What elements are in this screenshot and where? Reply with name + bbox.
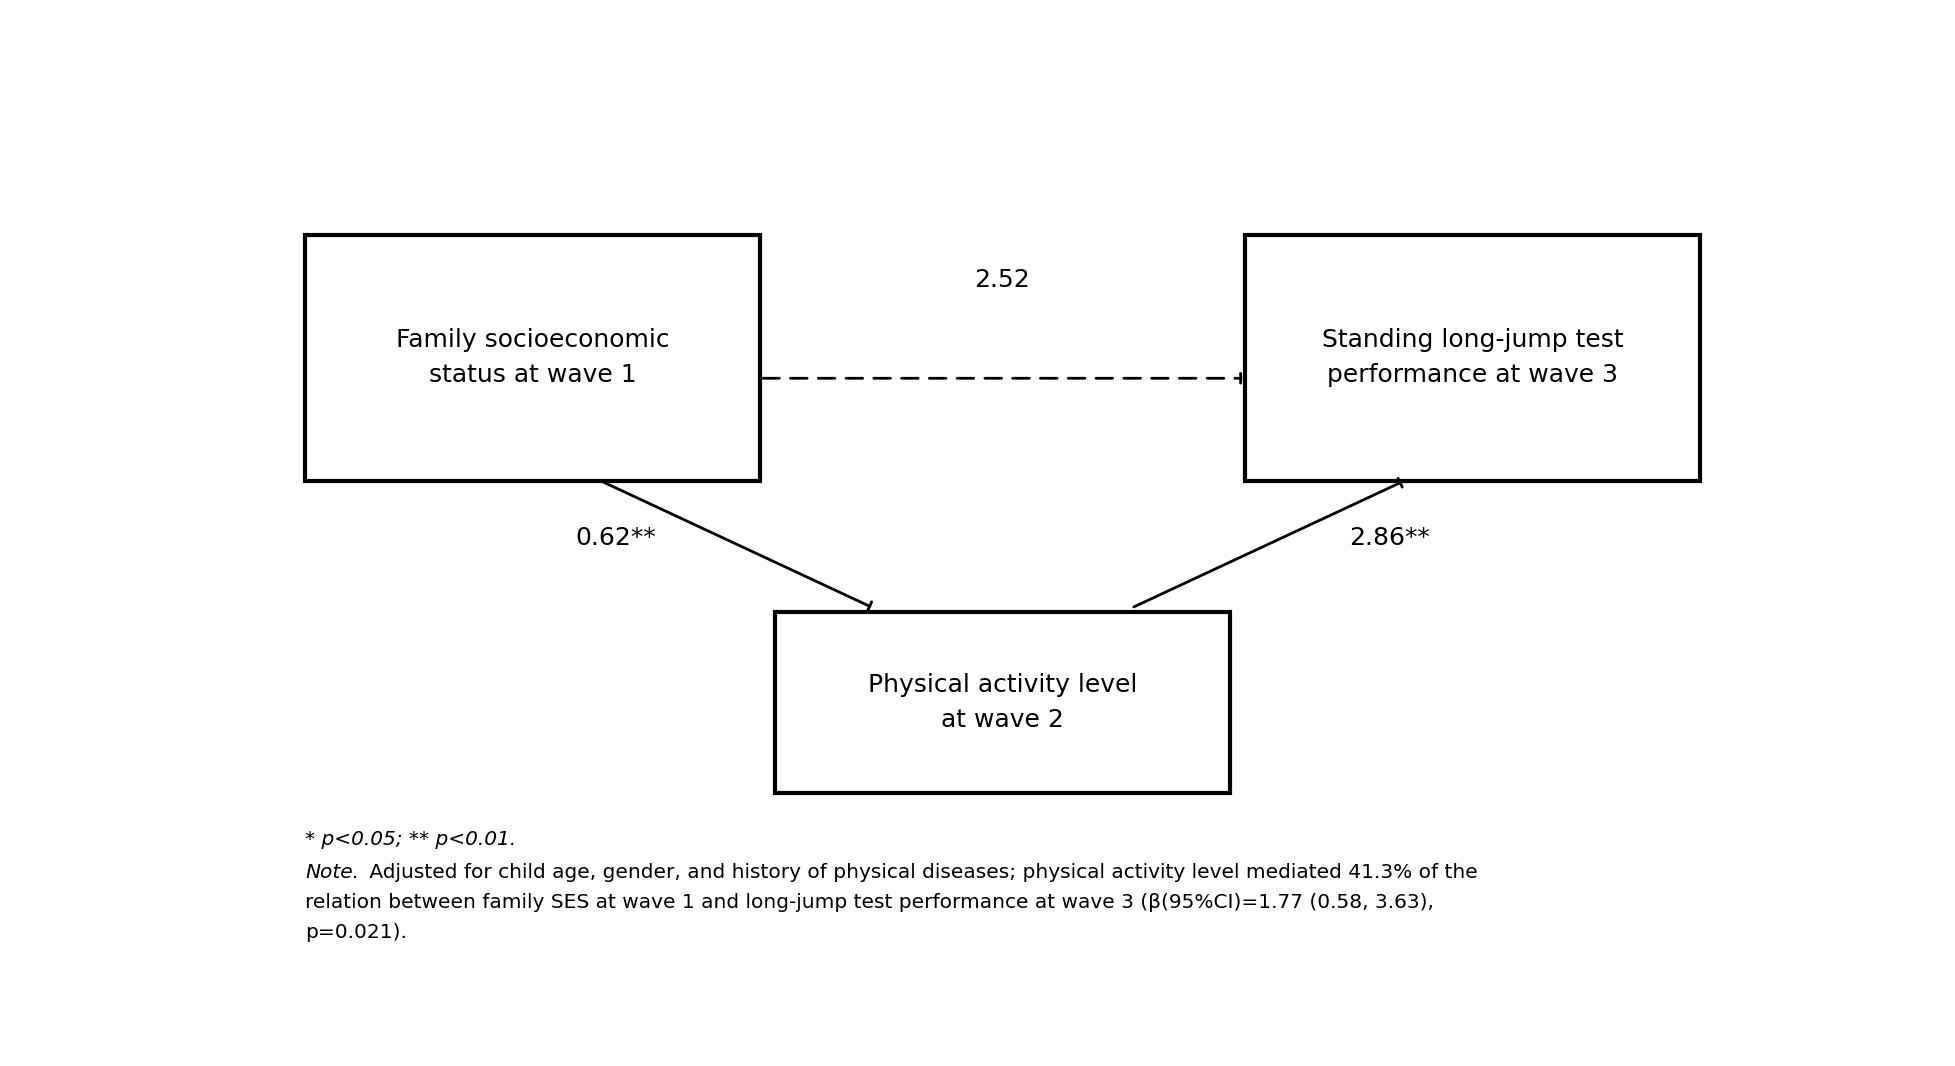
Text: 0.62**: 0.62**	[575, 527, 655, 550]
Text: Standing long-jump test
performance at wave 3: Standing long-jump test performance at w…	[1322, 328, 1623, 387]
Text: 2.86**: 2.86**	[1347, 527, 1429, 550]
FancyBboxPatch shape	[1245, 235, 1699, 481]
FancyBboxPatch shape	[774, 612, 1230, 793]
Text: Adjusted for child age, gender, and history of physical diseases; physical activ: Adjusted for child age, gender, and hist…	[362, 862, 1476, 882]
Text: Note.: Note.	[305, 862, 360, 882]
Text: Physical activity level
at wave 2: Physical activity level at wave 2	[868, 673, 1136, 732]
Text: 2.52: 2.52	[974, 268, 1030, 292]
Text: Family socioeconomic
status at wave 1: Family socioeconomic status at wave 1	[395, 328, 669, 387]
Text: relation between family SES at wave 1 and long-jump test performance at wave 3 (: relation between family SES at wave 1 an…	[305, 893, 1433, 911]
Text: p=0.021).: p=0.021).	[305, 923, 407, 942]
Text: * p<0.05; ** p<0.01.: * p<0.05; ** p<0.01.	[305, 829, 516, 849]
FancyBboxPatch shape	[305, 235, 759, 481]
